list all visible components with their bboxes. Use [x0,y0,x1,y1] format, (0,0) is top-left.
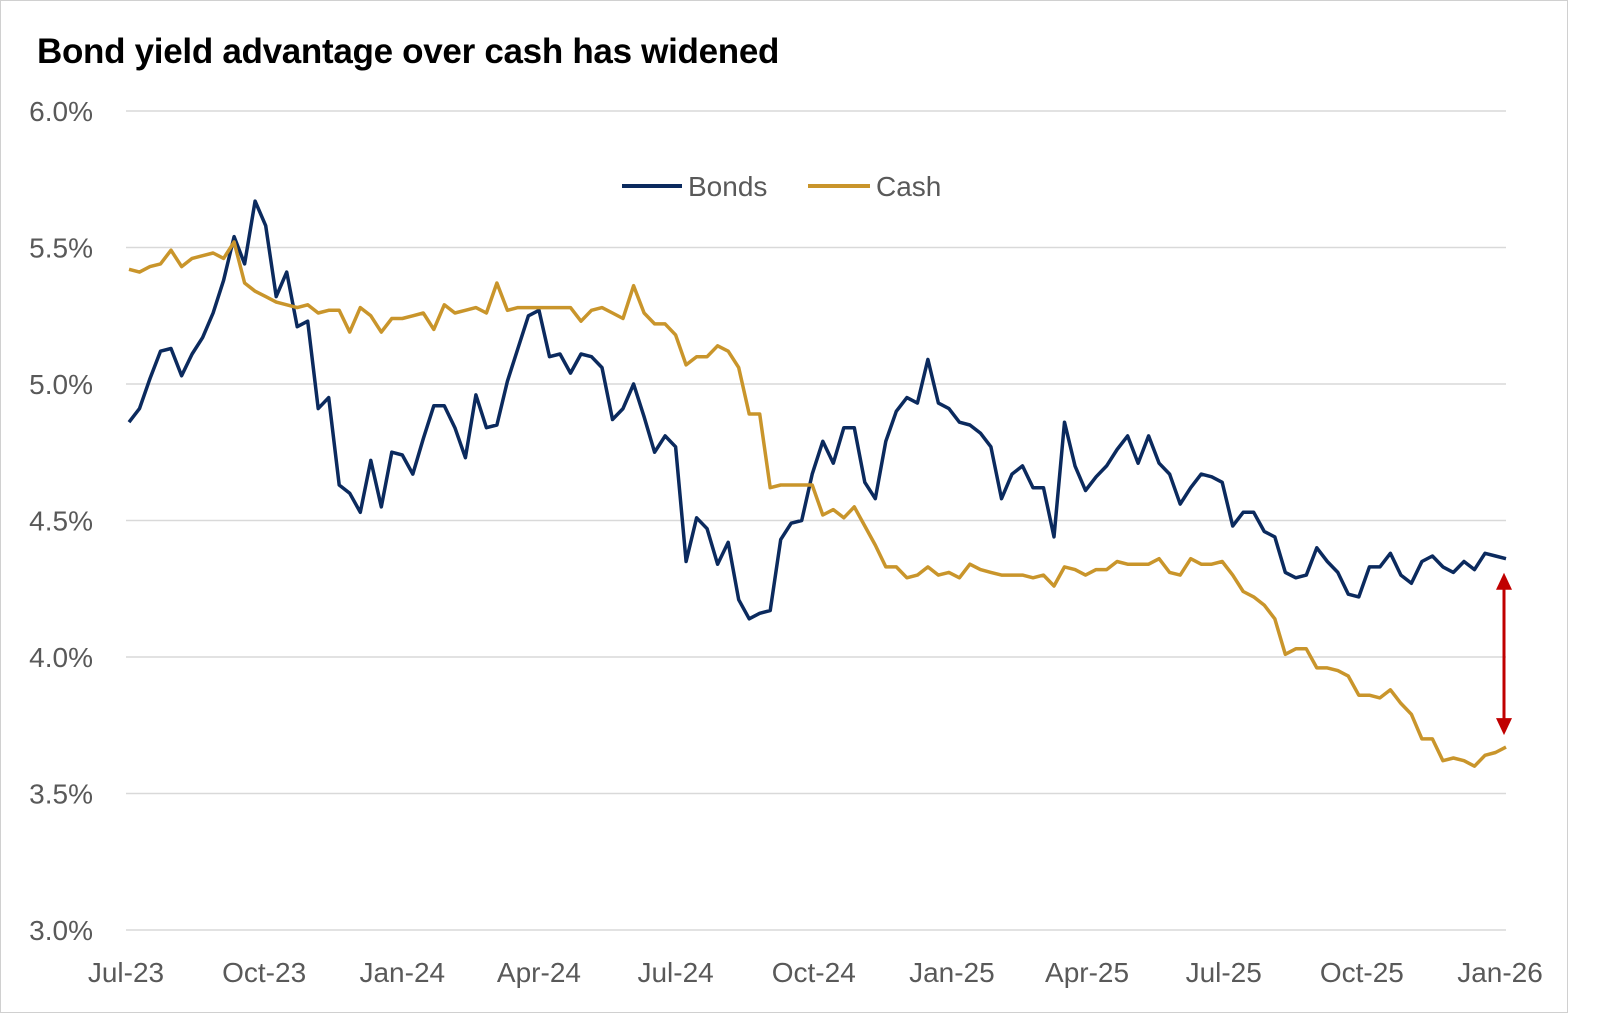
y-tick-label: 4.5% [29,506,93,537]
series-lines [127,199,1507,768]
x-tick-label: Oct-23 [222,957,306,988]
x-axis-ticks: Jul-23 Oct-23 Jan-24 Apr-24 Jul-24 Oct-24 Jan-… [88,957,1543,988]
legend-label-bonds: Bonds [688,171,767,202]
y-tick-label: 4.0% [29,642,93,673]
x-tick-label: Jan-26 [1457,957,1543,988]
arrowhead-up-icon [1496,572,1512,590]
y-tick-label: 5.5% [29,233,93,264]
x-tick-label: Apr-25 [1045,957,1129,988]
y-tick-label: 5.0% [29,369,93,400]
series-line-bonds [127,199,1507,621]
spread-annotation [1496,572,1512,736]
x-tick-label: Jul-24 [637,957,713,988]
y-axis-ticks: 3.0% 3.5% 4.0% 4.5% 5.0% 5.5% 6.0% [29,96,93,946]
x-tick-label: Oct-25 [1320,957,1404,988]
series-line-cash [128,240,1507,768]
chart-title: Bond yield advantage over cash has widen… [37,32,780,71]
y-tick-label: 3.0% [29,915,93,946]
y-tick-label: 3.5% [29,779,93,810]
x-tick-label: Jul-23 [88,957,164,988]
x-tick-label: Jan-25 [909,957,995,988]
arrowhead-down-icon [1496,718,1512,736]
y-tick-label: 6.0% [29,96,93,127]
chart-frame [0,0,1568,1013]
gridlines [126,110,1506,931]
x-tick-label: Jul-25 [1186,957,1262,988]
x-tick-label: Apr-24 [497,957,581,988]
x-tick-label: Oct-24 [772,957,856,988]
legend-label-cash: Cash [876,171,941,202]
x-tick-label: Jan-24 [359,957,445,988]
legend: Bonds Cash [622,171,941,202]
